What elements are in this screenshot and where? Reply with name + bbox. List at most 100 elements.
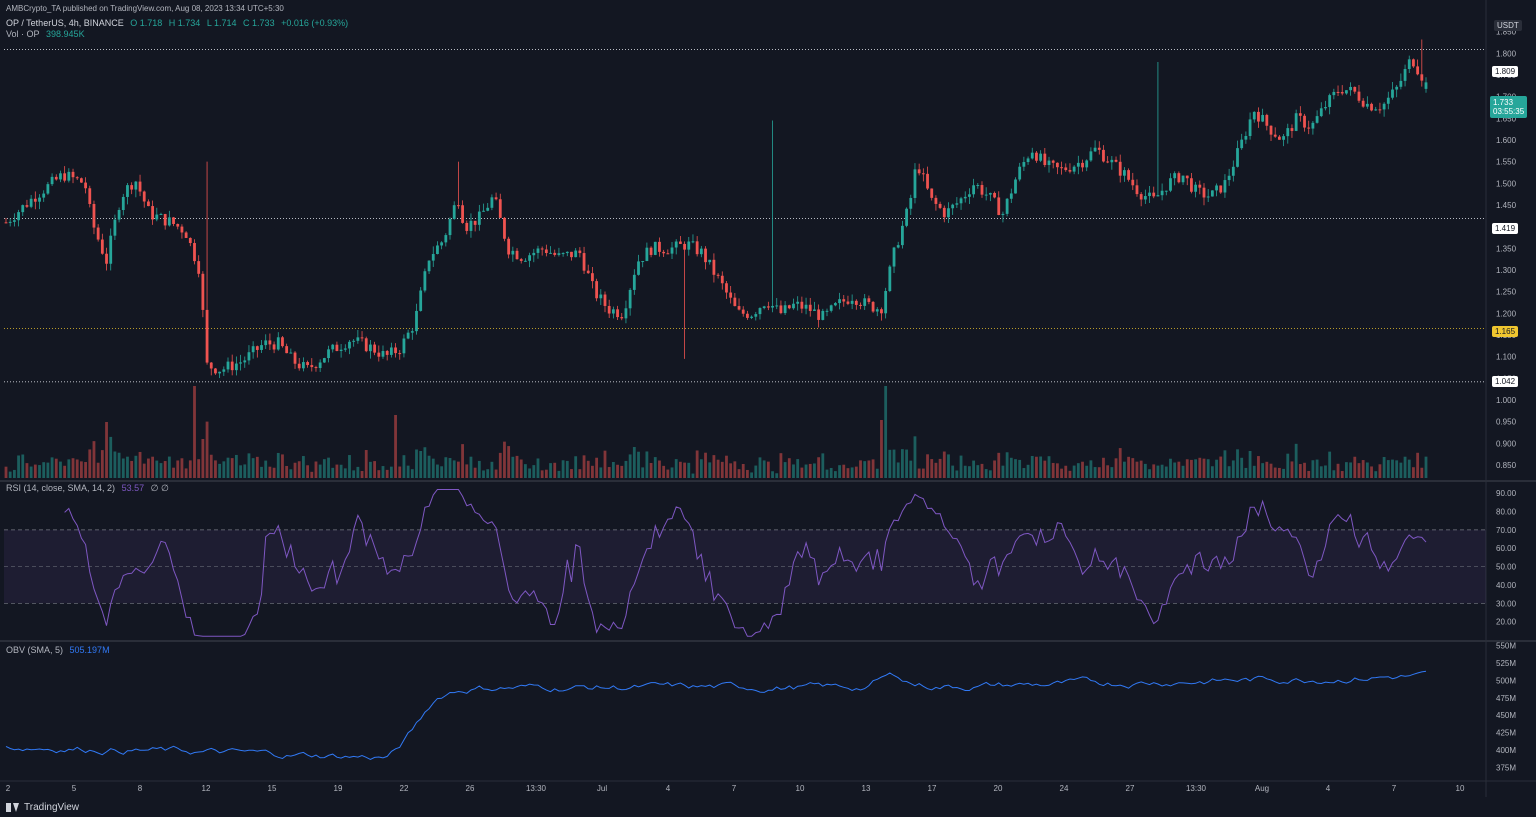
- candle-body: [84, 182, 87, 189]
- candle-body: [716, 274, 720, 276]
- volume-bar: [909, 460, 913, 478]
- volume-bar: [871, 459, 875, 478]
- volume-bar: [813, 463, 816, 478]
- volume-bar: [1072, 465, 1076, 478]
- volume-bar: [134, 455, 138, 478]
- volume-bar: [318, 464, 322, 478]
- volume-bar: [193, 386, 196, 478]
- price-tick-label: 1.250: [1496, 288, 1517, 297]
- candle-body: [50, 176, 54, 185]
- candle-body: [197, 261, 201, 274]
- volume-bar: [444, 457, 448, 478]
- volume-bar: [84, 462, 87, 478]
- volume-bar: [331, 467, 335, 478]
- volume-bar: [674, 459, 678, 478]
- volume-bar: [1399, 462, 1403, 478]
- candle-body: [1248, 119, 1252, 137]
- candle-body: [352, 340, 356, 342]
- volume-bar: [880, 420, 883, 478]
- price-label-mid: 1.419: [1492, 223, 1519, 234]
- candle-body: [469, 220, 473, 231]
- volume-bar: [100, 450, 104, 478]
- volume-bar: [92, 441, 96, 478]
- volume-bar: [8, 471, 12, 478]
- candle-body: [695, 241, 699, 255]
- symbol-name[interactable]: OP / TetherUS, 4h, BINANCE: [6, 18, 124, 28]
- volume-bar: [775, 473, 779, 478]
- candle-body: [959, 198, 963, 204]
- volume-group: [4, 386, 1428, 478]
- volume-bar: [268, 466, 272, 478]
- volume-bar: [1273, 467, 1277, 478]
- candle-body: [335, 344, 339, 351]
- volume-bar: [4, 466, 8, 478]
- obv-line: [5, 670, 1427, 760]
- candle-body: [285, 346, 289, 354]
- rsi-legend[interactable]: RSI (14, close, SMA, 14, 2) 53.57 ∅ ∅: [6, 483, 173, 494]
- volume-bar: [247, 453, 251, 478]
- volume-bar: [1215, 459, 1218, 478]
- time-tick-label: 7: [732, 784, 737, 793]
- volume-bar: [410, 469, 414, 478]
- candle-body: [1190, 178, 1193, 192]
- candle-body: [955, 203, 959, 205]
- volume-bar: [1315, 459, 1319, 478]
- candle-body: [389, 347, 393, 355]
- rsi-value: 53.57: [121, 483, 145, 493]
- candle-body: [1353, 86, 1357, 92]
- candle-body: [8, 221, 12, 223]
- candle-body: [159, 214, 163, 216]
- candle-body: [109, 235, 113, 264]
- candle-body: [1097, 147, 1101, 150]
- candle-body: [1336, 91, 1340, 93]
- candle-body: [1047, 160, 1051, 166]
- volume-bar: [477, 460, 481, 478]
- volume-bar: [25, 463, 29, 478]
- currency-label[interactable]: USDT: [1494, 20, 1522, 31]
- candle-body: [1043, 153, 1047, 166]
- volume-bar: [465, 464, 469, 478]
- volume-bar: [783, 462, 787, 478]
- candle-body: [373, 344, 377, 353]
- volume-bar: [993, 460, 996, 478]
- candle-body: [431, 254, 435, 261]
- volume-bar: [456, 461, 460, 478]
- volume-bar: [96, 462, 100, 478]
- volume-bar: [402, 455, 406, 478]
- candle-body: [1324, 107, 1327, 109]
- time-tick-label: 5: [72, 784, 77, 793]
- volume-bar: [1169, 458, 1172, 478]
- volume-bar: [926, 454, 929, 478]
- volume-bar: [1047, 456, 1051, 478]
- volume-bar: [733, 461, 737, 478]
- volume-bar: [771, 471, 774, 478]
- price-tick-label: 0.850: [1496, 461, 1517, 470]
- candle-body: [234, 363, 238, 371]
- obv-legend[interactable]: OBV (SMA, 5) 505.197M: [6, 645, 114, 655]
- candle-body: [988, 192, 992, 195]
- candle-body: [968, 194, 971, 197]
- volume-bar: [687, 462, 691, 478]
- candle-body: [281, 337, 284, 347]
- volume-bar: [163, 461, 167, 478]
- volume-bar: [1139, 460, 1143, 478]
- candle-body: [1298, 113, 1302, 116]
- footer-brand[interactable]: TradingView: [6, 802, 79, 813]
- candle-body: [385, 351, 389, 355]
- volume-bar: [423, 447, 427, 478]
- volume-bar: [1194, 459, 1198, 478]
- volume-bar: [984, 469, 988, 478]
- volume-bar: [452, 460, 456, 478]
- volume-bar: [285, 465, 289, 478]
- volume-bar: [653, 457, 657, 478]
- volume-bar: [1236, 449, 1239, 478]
- candle-body: [754, 314, 758, 317]
- volume-legend[interactable]: Vol · OP 398.945K: [6, 29, 89, 39]
- candle-body: [318, 362, 322, 369]
- volume-bar: [205, 421, 209, 478]
- candle-body: [540, 248, 544, 250]
- candle-body: [641, 261, 645, 263]
- volume-bar: [1173, 462, 1177, 478]
- volume-bar: [1248, 450, 1252, 478]
